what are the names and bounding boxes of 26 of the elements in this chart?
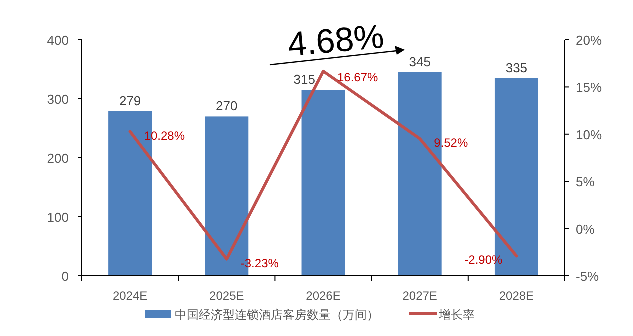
y-tick-label: 200 [47,151,69,166]
data-label: 16.67% [338,70,379,84]
data-label: 335 [506,60,528,76]
data-label: 345 [409,54,431,70]
legend-label: 增长率 [438,308,475,322]
x-tick-label: 2026E [306,289,341,303]
data-label: 270 [216,98,238,114]
y2-tick-label: -5% [576,269,600,284]
data-label: 279 [119,93,142,108]
y-tick-label: 0 [62,269,69,284]
y-tick-label: 300 [47,92,69,107]
y-tick-label: 400 [47,33,69,48]
bar [302,90,346,276]
y2-tick-label: 15% [576,80,602,96]
x-tick-label: 2024E [112,289,148,303]
annotation: 4.68% [286,18,386,64]
x-tick-label: 2027E [402,289,438,303]
y2-tick-label: 20% [576,33,602,48]
legend-label: 中国经济型连锁酒店客房数量（万间） [175,308,379,322]
y-tick-label: 100 [47,210,69,225]
x-tick-label: 2028E [499,289,534,303]
y2-tick-label: 10% [576,127,602,142]
y2-tick-label: 0% [576,222,596,237]
x-tick-label: 2025E [210,289,244,303]
y2-tick-label: 5% [576,174,596,190]
data-label: 315 [294,72,316,88]
